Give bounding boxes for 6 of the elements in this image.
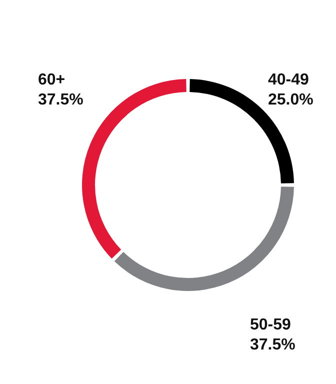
slice-label: 60+ (38, 72, 66, 88)
data-label: 25.0% (268, 92, 314, 108)
data-label: 37.5% (250, 336, 296, 354)
slice-label: 40-49 (268, 72, 310, 88)
data-label: 37.5% (38, 92, 84, 108)
slice-label: 50-59 (250, 316, 292, 334)
